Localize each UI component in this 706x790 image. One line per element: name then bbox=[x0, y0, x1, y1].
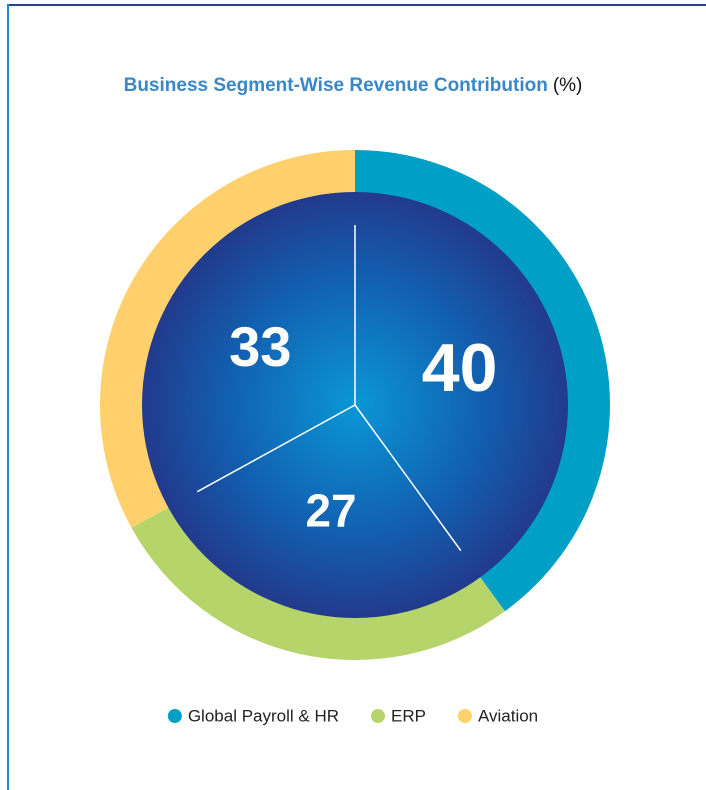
legend-swatch bbox=[457, 709, 472, 723]
title-text: Business Segment-Wise Revenue Contributi… bbox=[124, 75, 548, 96]
legend-swatch bbox=[167, 709, 182, 723]
legend-label: Global Payroll & HR bbox=[188, 706, 339, 725]
legend-label: Aviation bbox=[478, 706, 538, 725]
legend-label: ERP bbox=[391, 706, 426, 725]
chart-title: Business Segment-Wise Revenue Contributi… bbox=[124, 75, 583, 96]
data-label: 40 bbox=[422, 330, 498, 406]
slice-divider bbox=[354, 404, 462, 552]
legend-swatch bbox=[371, 709, 386, 723]
data-label: 27 bbox=[305, 484, 356, 536]
data-label: 33 bbox=[229, 315, 291, 378]
slice-divider bbox=[196, 404, 356, 493]
title-unit: (%) bbox=[553, 75, 583, 96]
